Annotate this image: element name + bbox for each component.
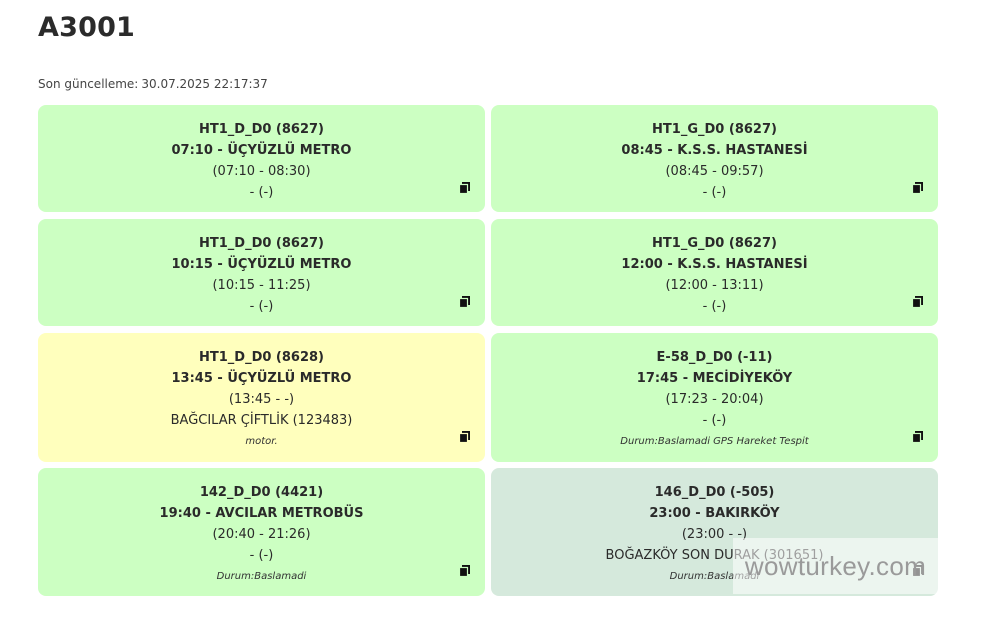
copy-icon[interactable] [911, 295, 925, 309]
trip-times: (12:00 - 13:11) [665, 278, 764, 293]
trip-route: 12:00 - K.S.S. HASTANESİ [621, 257, 808, 272]
trip-card: 146_D_D0 (-505) 23:00 - BAKIRKÖY (23:00 … [491, 468, 938, 596]
trip-code: HT1_D_D0 (8627) [198, 122, 324, 137]
trip-route: 23:00 - BAKIRKÖY [649, 506, 780, 521]
trip-code: E-58_D_D0 (-11) [656, 350, 773, 365]
trip-code: HT1_G_D0 (8627) [652, 122, 777, 137]
trip-route: 13:45 - ÜÇYÜZLÜ METRO [171, 371, 352, 386]
trip-card: HT1_G_D0 (8627) 08:45 - K.S.S. HASTANESİ… [491, 105, 938, 212]
copy-icon[interactable] [911, 181, 925, 195]
trip-code: 146_D_D0 (-505) [654, 485, 775, 500]
trip-route: 07:10 - ÜÇYÜZLÜ METRO [171, 143, 352, 158]
trip-times: (20:40 - 21:26) [212, 527, 311, 542]
trip-card: HT1_D_D0 (8628) 13:45 - ÜÇYÜZLÜ METRO (1… [38, 333, 485, 462]
trip-route: 17:45 - MECİDİYEKÖY [636, 371, 793, 386]
page-title: A3001 [38, 12, 136, 43]
trip-stop: BAĞCILAR ÇİFTLİK (123483) [170, 413, 353, 428]
last-updated-label: Son güncelleme: [38, 77, 139, 91]
trip-code: HT1_D_D0 (8628) [198, 350, 324, 365]
copy-icon[interactable] [458, 295, 472, 309]
trip-status: Durum:Baslamadi [669, 571, 760, 582]
copy-icon[interactable] [911, 430, 925, 444]
trip-stop: - (-) [702, 299, 727, 314]
trip-route: 08:45 - K.S.S. HASTANESİ [621, 143, 808, 158]
trip-times: (10:15 - 11:25) [212, 278, 311, 293]
trip-times: (07:10 - 08:30) [212, 164, 311, 179]
last-updated-value: 30.07.2025 22:17:37 [141, 77, 268, 91]
trip-code: HT1_D_D0 (8627) [198, 236, 324, 251]
copy-icon[interactable] [458, 564, 472, 578]
copy-icon[interactable] [458, 430, 472, 444]
trip-times: (23:00 - -) [681, 527, 748, 542]
trip-route: 19:40 - AVCILAR METROBÜS [159, 506, 364, 521]
last-updated: Son güncelleme: 30.07.2025 22:17:37 [38, 77, 268, 91]
watermark: wowturkey.com [733, 538, 938, 594]
trip-stop: - (-) [249, 185, 274, 200]
trip-code: 142_D_D0 (4421) [199, 485, 324, 500]
copy-icon[interactable] [458, 181, 472, 195]
trip-code: HT1_G_D0 (8627) [652, 236, 777, 251]
trip-card: HT1_D_D0 (8627) 07:10 - ÜÇYÜZLÜ METRO (0… [38, 105, 485, 212]
trip-times: (13:45 - -) [228, 392, 295, 407]
trip-stop: - (-) [702, 413, 727, 428]
trip-card: HT1_G_D0 (8627) 12:00 - K.S.S. HASTANESİ… [491, 219, 938, 326]
trip-card: HT1_D_D0 (8627) 10:15 - ÜÇYÜZLÜ METRO (1… [38, 219, 485, 326]
trip-status: Durum:Baslamadi [216, 571, 307, 582]
trip-stop: - (-) [249, 299, 274, 314]
trip-route: 10:15 - ÜÇYÜZLÜ METRO [171, 257, 352, 272]
trip-times: (17:23 - 20:04) [665, 392, 764, 407]
trip-card: 142_D_D0 (4421) 19:40 - AVCILAR METROBÜS… [38, 468, 485, 596]
trip-card: E-58_D_D0 (-11) 17:45 - MECİDİYEKÖY (17:… [491, 333, 938, 462]
trip-status: motor. [245, 436, 278, 447]
trip-times: (08:45 - 09:57) [665, 164, 764, 179]
trip-status: Durum:Baslamadi GPS Hareket Tespit [620, 436, 809, 447]
trip-stop: - (-) [702, 185, 727, 200]
trip-stop: - (-) [249, 548, 274, 563]
